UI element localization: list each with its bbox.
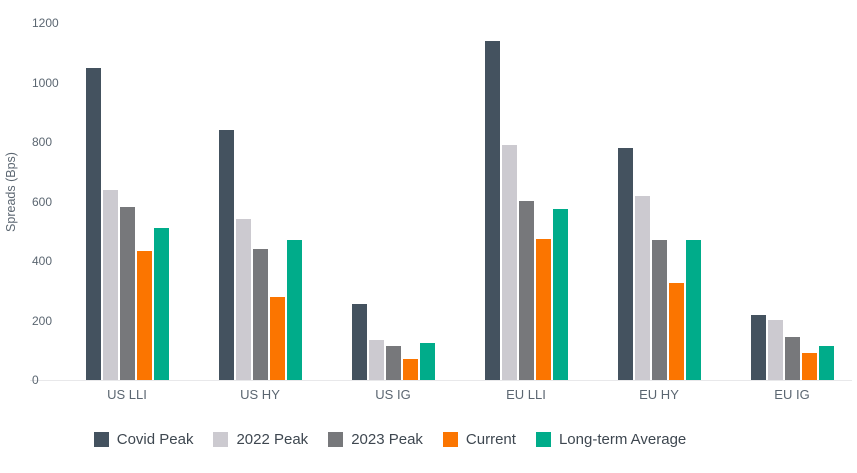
x-axis-label-us-hy: US HY	[240, 387, 280, 402]
bar-group-us-lli	[85, 68, 169, 380]
bar-covid-peak	[351, 304, 367, 380]
y-tick-label: 1200	[32, 16, 59, 30]
bar-current	[136, 251, 152, 380]
legend-label: Current	[465, 431, 516, 448]
bar-long-term-average	[552, 209, 568, 380]
bar-covid-peak	[617, 148, 633, 380]
bar-2023-peak	[651, 240, 667, 380]
legend-label: Long-term Average	[558, 431, 687, 448]
legend-swatch-icon	[535, 432, 551, 447]
bar-current	[668, 283, 684, 380]
bar-long-term-average	[685, 240, 701, 380]
y-tick-label: 400	[32, 254, 53, 268]
bar-current	[269, 297, 285, 380]
bar-current	[801, 353, 817, 380]
y-tick-label: 600	[32, 194, 53, 209]
bar-2022-peak	[501, 145, 517, 380]
bar-2023-peak	[385, 346, 401, 380]
bar-2022-peak	[767, 320, 783, 380]
bar-covid-peak	[750, 315, 766, 380]
legend-item-2022-peak[interactable]: 2022 Peak	[213, 431, 308, 448]
bar-2022-peak	[634, 196, 650, 380]
y-tick-label: 1000	[32, 75, 59, 90]
bar-2022-peak	[235, 219, 251, 380]
bar-long-term-average	[153, 228, 169, 380]
legend-swatch-icon	[442, 432, 458, 447]
bar-2023-peak	[252, 249, 268, 380]
bar-group-us-hy	[218, 130, 302, 380]
bar-2023-peak	[119, 207, 135, 380]
bar-covid-peak	[218, 130, 234, 380]
x-axis-label-eu-ig: EU IG	[774, 387, 810, 402]
legend-item-2023-peak[interactable]: 2023 Peak	[328, 431, 423, 448]
bar-2022-peak	[368, 340, 384, 380]
legend-swatch-icon	[213, 432, 229, 447]
legend-swatch-icon	[328, 432, 344, 447]
bar-covid-peak	[85, 68, 101, 380]
x-axis-label-us-lli: US LLI	[107, 387, 147, 402]
bar-2023-peak	[518, 201, 534, 380]
bar-group-us-ig	[351, 304, 435, 380]
bar-2022-peak	[102, 190, 118, 380]
y-tick-label: 200	[32, 313, 53, 328]
bar-current	[402, 359, 418, 380]
legend-label: 2022 Peak	[236, 431, 309, 448]
legend-item-covid-peak[interactable]: Covid Peak	[93, 431, 194, 448]
x-axis-label-eu-hy: EU HY	[639, 387, 679, 402]
bar-group-eu-lli	[484, 41, 568, 380]
y-tick-label: 0	[32, 373, 39, 387]
legend-item-long-term-average[interactable]: Long-term Average	[535, 431, 687, 448]
y-axis-title: Spreads (Bps)	[4, 152, 18, 232]
legend-label: Covid Peak	[116, 431, 194, 448]
bar-group-eu-hy	[617, 148, 701, 380]
x-axis-line	[30, 380, 852, 381]
bar-2023-peak	[784, 337, 800, 380]
bar-long-term-average	[286, 240, 302, 380]
y-tick-label: 800	[32, 135, 53, 149]
bar-long-term-average	[419, 343, 435, 380]
bar-current	[535, 239, 551, 380]
bar-covid-peak	[484, 41, 500, 380]
x-axis-label-us-ig: US IG	[375, 387, 411, 402]
legend-swatch-icon	[93, 432, 109, 447]
x-axis-label-eu-lli: EU LLI	[506, 387, 546, 402]
legend-item-current[interactable]: Current	[442, 431, 516, 448]
legend: Covid Peak 2022 Peak 2023 Peak Current Long-…	[0, 431, 780, 448]
bar-group-eu-ig	[750, 315, 834, 380]
legend-label: 2023 Peak	[351, 431, 423, 448]
bar-long-term-average	[818, 346, 834, 380]
